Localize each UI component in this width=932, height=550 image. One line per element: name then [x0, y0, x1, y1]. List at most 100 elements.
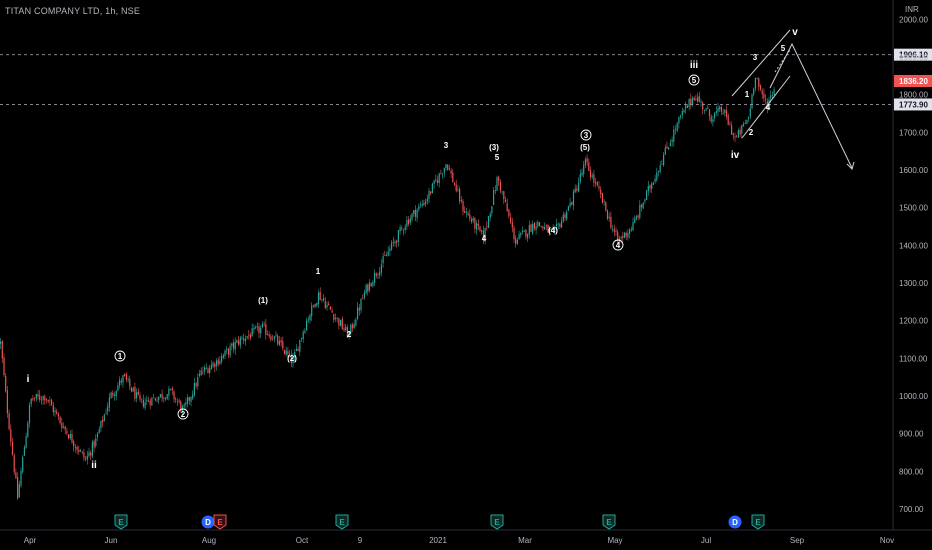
candle-body [248, 334, 250, 336]
candle [372, 279, 374, 288]
candle-body [686, 105, 688, 108]
candle [234, 337, 236, 356]
candle [147, 396, 150, 403]
candle [547, 224, 549, 233]
candle [331, 306, 333, 313]
y-tick-label: 800.00 [899, 467, 924, 476]
candle-body [231, 343, 233, 346]
candle [380, 259, 382, 277]
candle-body [95, 438, 97, 446]
x-axis[interactable]: Apr Jun Aug Oct 9 2021 Mar May Jul Sep Nov [0, 529, 932, 545]
candle-body [90, 452, 92, 456]
candle-body [625, 233, 627, 237]
candle [496, 175, 498, 191]
candle [316, 302, 318, 308]
candle-body [20, 471, 22, 486]
candle [238, 335, 240, 347]
candle [207, 366, 209, 374]
candle-body [350, 324, 352, 333]
event-badge[interactable]: E [335, 514, 349, 530]
candle [571, 201, 573, 206]
x-tick-label: Oct [296, 536, 309, 545]
wave-label-circle [612, 239, 624, 251]
candle-body [168, 388, 170, 396]
candle-body [411, 213, 413, 220]
candle-body [555, 223, 558, 227]
candle-body [654, 178, 656, 182]
candle-body [748, 117, 750, 119]
interval[interactable]: 1h [105, 6, 116, 16]
candle-body [579, 173, 581, 182]
candle [448, 164, 450, 171]
event-badge[interactable]: D [201, 515, 215, 529]
candle [362, 294, 364, 300]
candle [501, 190, 503, 196]
candle [226, 346, 228, 354]
candle [368, 278, 371, 293]
candle-body [260, 327, 262, 334]
candle-body [59, 416, 61, 423]
x-tick-label: 9 [358, 536, 363, 545]
candle-body [708, 109, 711, 117]
event-badge[interactable]: E [751, 514, 765, 530]
candle-body [719, 106, 721, 110]
candle [268, 331, 270, 339]
candle-body [671, 139, 673, 143]
candle [487, 215, 490, 229]
candle-body [652, 182, 654, 185]
candle [52, 402, 54, 416]
wave-label: 4 [616, 241, 621, 250]
candle-body [642, 202, 644, 209]
candle-body [316, 302, 318, 306]
candle-body [173, 391, 175, 400]
candle [545, 224, 547, 231]
candle-body [32, 398, 34, 400]
event-badge[interactable]: E [213, 514, 227, 530]
candle [185, 397, 187, 410]
y-axis[interactable]: 700.00 800.00 900.00 1000.00 1100.00 1200.00 1… [892, 0, 928, 530]
candle [666, 141, 668, 149]
candle-body [581, 172, 583, 176]
candle [436, 175, 439, 186]
candle [13, 453, 15, 475]
candle-body [724, 109, 726, 113]
candle [642, 202, 644, 210]
candle [255, 325, 257, 330]
candle-body [545, 225, 547, 227]
candle-body [576, 188, 578, 191]
candle-body [275, 335, 277, 337]
candle-body [202, 371, 204, 373]
price-line-label-bg [894, 98, 932, 111]
candle [324, 296, 326, 309]
symbol-name[interactable]: TITAN COMPANY LTD [5, 6, 100, 16]
candle [27, 420, 29, 439]
candle [508, 208, 510, 219]
candle [181, 404, 184, 416]
candle [433, 180, 435, 189]
candle [219, 356, 221, 366]
candle-body [472, 217, 474, 221]
candle-body [187, 397, 189, 404]
candle [521, 226, 524, 235]
candle-body [552, 228, 554, 230]
candle-body [204, 367, 206, 372]
candle-body [484, 227, 486, 242]
candle-body [586, 158, 588, 163]
candle [173, 389, 175, 403]
candle [506, 198, 508, 212]
event-badge[interactable]: E [602, 514, 616, 530]
candle [620, 235, 622, 244]
candle [566, 209, 568, 221]
candle [321, 298, 323, 303]
candle [559, 222, 561, 230]
candle [576, 184, 578, 193]
event-badge[interactable]: D [728, 515, 742, 529]
event-badge[interactable]: E [490, 514, 504, 530]
candle-body [258, 326, 260, 334]
candle-body [137, 391, 139, 395]
event-badge[interactable]: E [114, 514, 128, 530]
candle [435, 174, 437, 183]
candle [426, 194, 428, 205]
